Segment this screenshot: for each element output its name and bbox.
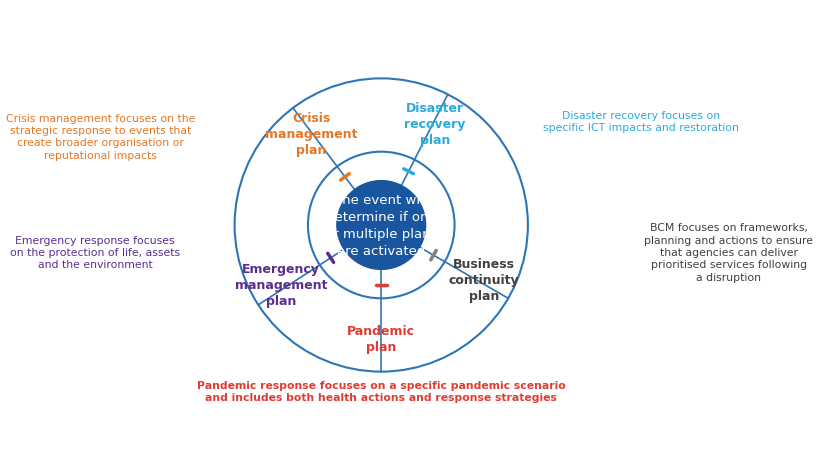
Text: Emergency response focuses
on the protection of life, assets
and the environment: Emergency response focuses on the protec…: [10, 235, 181, 270]
Text: Crisis
management
plan: Crisis management plan: [265, 111, 357, 156]
Circle shape: [337, 181, 425, 270]
Text: The event will
determine if one
or multiple plans
are activated: The event will determine if one or multi…: [325, 193, 438, 258]
Text: Disaster
recovery
plan: Disaster recovery plan: [405, 101, 466, 146]
Text: Disaster recovery focuses on
specific ICT impacts and restoration: Disaster recovery focuses on specific IC…: [543, 110, 739, 133]
Text: Business
continuity
plan: Business continuity plan: [449, 258, 520, 303]
Text: Pandemic response focuses on a specific pandemic scenario
and includes both heal: Pandemic response focuses on a specific …: [197, 380, 566, 402]
Text: BCM focuses on frameworks,
planning and actions to ensure
that agencies can deli: BCM focuses on frameworks, planning and …: [644, 223, 813, 282]
Text: Emergency
management
plan: Emergency management plan: [235, 263, 328, 308]
Text: Pandemic
plan: Pandemic plan: [347, 325, 415, 354]
Text: Crisis management focuses on the
strategic response to events that
create broade: Crisis management focuses on the strateg…: [7, 113, 195, 161]
